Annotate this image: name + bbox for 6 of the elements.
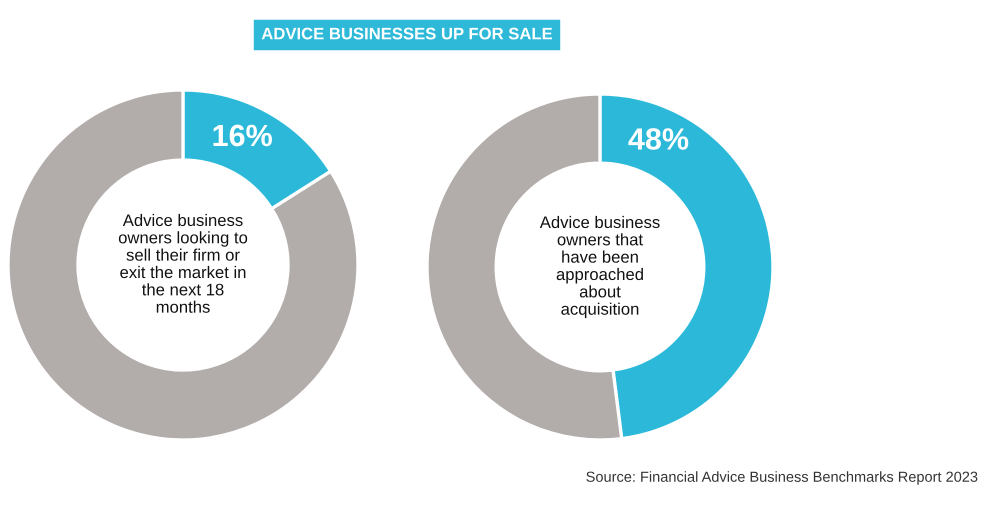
text: ADVICE BUSINESSES UP FOR SALE	[262, 28, 552, 40]
source-note: Source: Financial Advice Business Benchmarks Report 2023	[586, 471, 978, 485]
text: Advice business owners that have been approached about acquisition	[540, 216, 660, 318]
data-label: 16%	[214, 124, 272, 146]
data-label: 48%	[628, 128, 688, 150]
text: Advice business owners looking to sell their firm or exit the market in the next 18 months	[118, 214, 248, 313]
